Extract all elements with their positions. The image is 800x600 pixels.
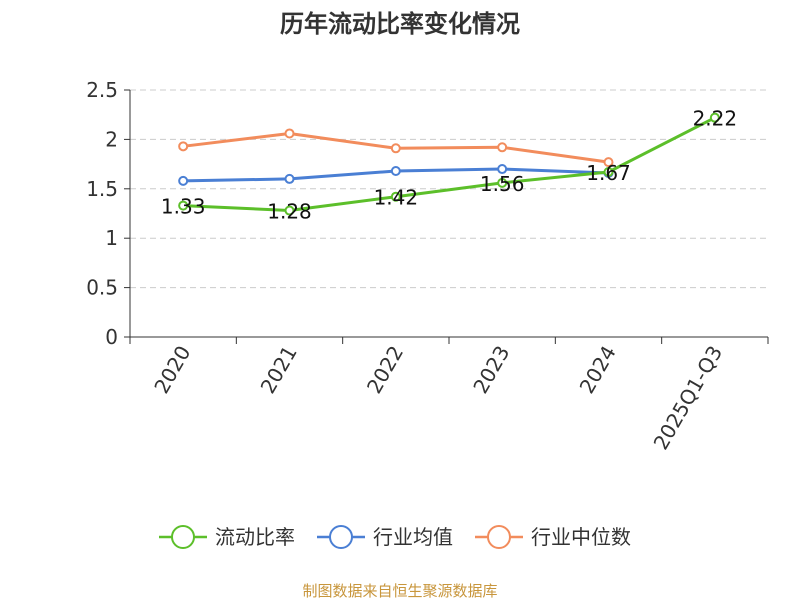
axes: 0 0.5 1 1.5 2 2.5 2020 2021 2022 2023 2024 2025Q1-Q… [86, 78, 769, 454]
legend-marker [171, 525, 195, 549]
data-label: 1.67 [586, 161, 631, 185]
legend-item[interactable]: 行业均值 [317, 525, 453, 549]
data-label: 1.42 [374, 186, 419, 210]
legend-label: 行业中位数 [531, 525, 631, 549]
legend: 流动比率 行业均值 行业中位数 [159, 525, 631, 549]
data-point [603, 167, 614, 178]
data-point [497, 164, 508, 175]
y-tick-label: 0.5 [86, 276, 118, 300]
x-tick-label: 2025Q1-Q3 [648, 342, 727, 454]
series-group [178, 112, 720, 216]
data-label: 1.56 [480, 172, 525, 196]
x-tick-label: 2024 [575, 342, 621, 398]
data-labels: 1.33 1.28 1.42 1.56 1.67 2.22 [161, 107, 737, 224]
data-point [390, 191, 401, 202]
y-tick-label: 2 [105, 127, 118, 151]
data-label: 1.28 [267, 200, 312, 224]
data-label: 1.33 [161, 195, 206, 219]
data-point [603, 157, 614, 168]
x-tick-label: 2020 [149, 342, 195, 398]
data-point [390, 166, 401, 177]
legend-label: 行业均值 [373, 525, 453, 549]
x-tick-label: 2023 [468, 341, 514, 397]
data-point [497, 142, 508, 153]
source-note: 制图数据来自恒生聚源数据库 [302, 582, 497, 600]
y-tick-label: 1.5 [86, 177, 118, 201]
data-point [709, 112, 720, 123]
legend-item[interactable]: 流动比率 [159, 525, 295, 549]
legend-label: 流动比率 [215, 525, 295, 549]
data-point [497, 177, 508, 188]
data-point [284, 205, 295, 216]
data-point [178, 175, 189, 186]
grid-lines [130, 89, 768, 289]
legend-marker [329, 525, 353, 549]
chart-title: 历年流动比率变化情况 [280, 10, 520, 38]
x-tick-label: 2022 [362, 342, 408, 398]
legend-item[interactable]: 行业中位数 [475, 525, 631, 549]
data-point [284, 128, 295, 139]
y-tick-label: 2.5 [86, 78, 118, 102]
data-point [284, 173, 295, 184]
data-point [178, 141, 189, 152]
legend-marker [487, 525, 511, 549]
y-tick-label: 0 [105, 325, 118, 349]
data-point [178, 200, 189, 211]
data-point [390, 143, 401, 154]
x-tick-label: 2021 [256, 342, 302, 398]
data-label: 2.22 [693, 107, 738, 131]
y-tick-label: 1 [105, 226, 118, 250]
series-line [183, 116, 716, 213]
